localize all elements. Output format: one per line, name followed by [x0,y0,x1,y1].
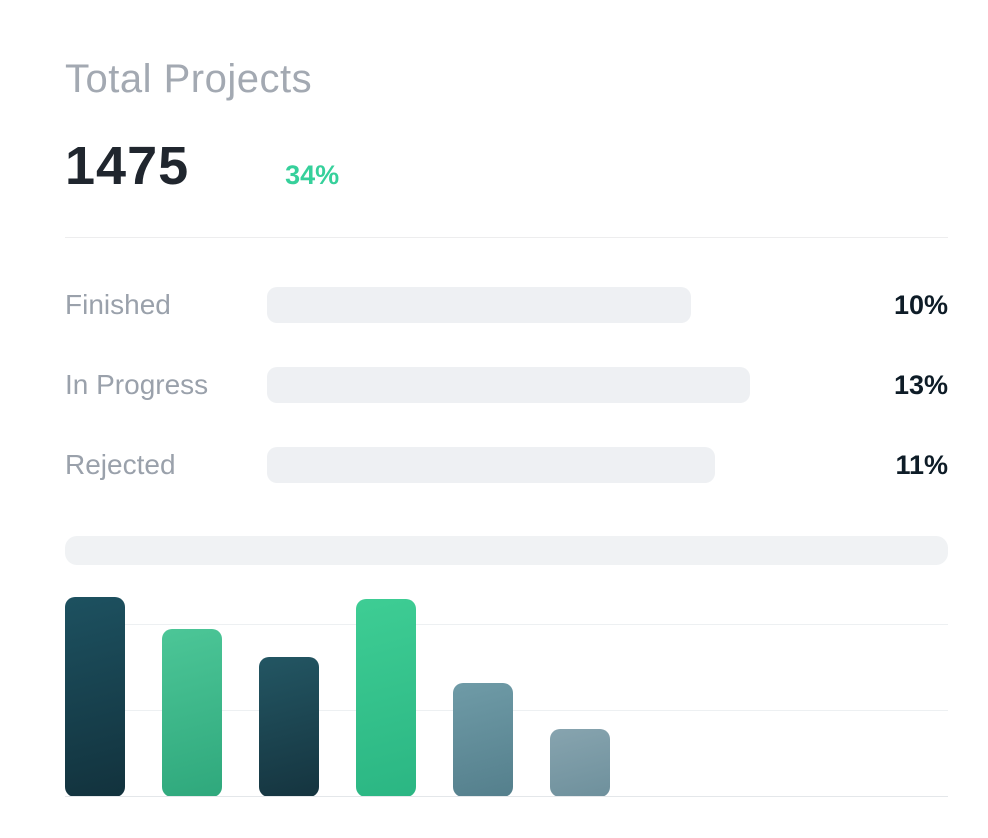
stat-row-finished: Finished 10% [65,265,948,345]
chart-bar [356,599,416,797]
progress-track [267,447,715,483]
stat-label: Finished [65,289,171,320]
chart-bar [550,729,610,797]
chart-axis-line [65,796,948,797]
stats-rows: Finished 10% In Progress 13% Rejected 11… [65,265,948,505]
page-title: Total Projects [65,57,313,101]
total-projects-card: Total Projects 1475 34% Finished 10% In … [0,55,988,838]
stat-label: In Progress [65,369,209,400]
stat-percent: 10% [893,289,948,320]
divider [65,237,948,238]
progress-track [267,367,750,403]
bar-chart-bars [65,597,948,797]
bar-chart [65,597,948,797]
stats-header: 1475 34% [65,139,948,193]
stat-percent: 11% [895,449,948,480]
stat-track-area [267,367,856,403]
chart-bar [162,629,222,797]
stat-track-area [267,287,856,323]
stat-label: Rejected [65,449,176,480]
progress-track [267,287,692,323]
chart-bar [453,683,513,797]
total-count: 1475 [65,136,190,196]
stat-row-in-progress: In Progress 13% [65,345,948,425]
stat-row-rejected: Rejected 11% [65,425,948,505]
chart-gridline [65,624,948,625]
stat-percent: 13% [893,369,948,400]
progress-track-full [65,536,948,565]
chart-bar [65,597,125,797]
delta-percent: 34% [285,160,340,190]
stat-track-area [267,447,856,483]
chart-bar [259,657,319,797]
